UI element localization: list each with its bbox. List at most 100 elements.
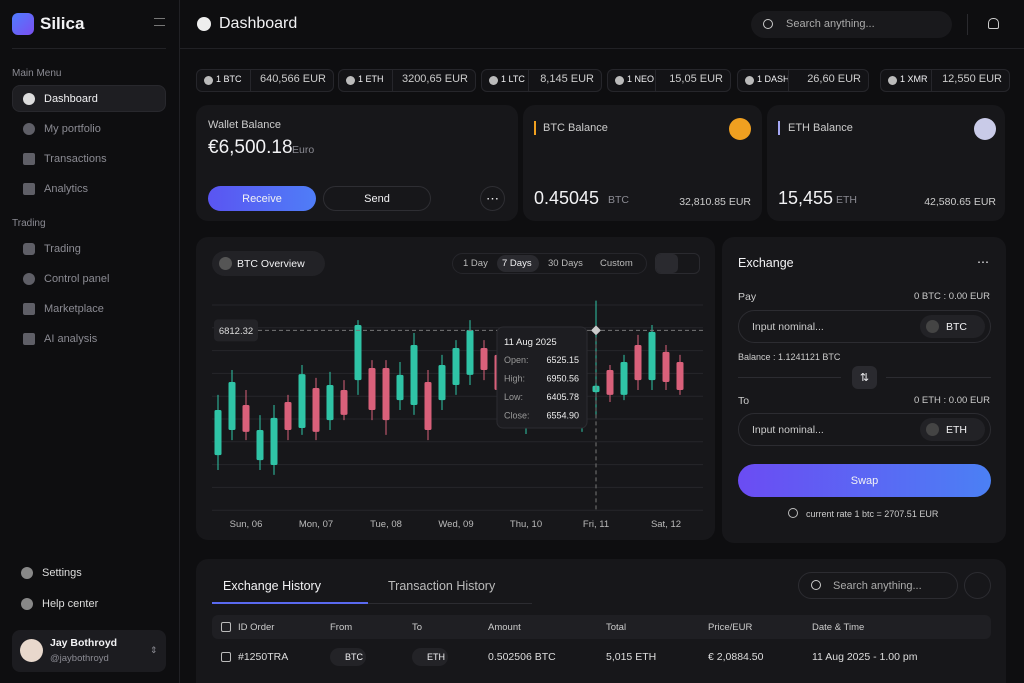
candle-body bbox=[284, 402, 292, 430]
tab[interactable]: Transaction History bbox=[388, 579, 496, 593]
x-tick-label: Sun, 06 bbox=[230, 519, 263, 530]
rate-note: current rate 1 btc = 2707.51 EUR bbox=[806, 509, 939, 519]
page-title: Dashboard bbox=[219, 15, 298, 32]
ticker-price: 12,550 EUR bbox=[942, 73, 1002, 85]
tooltip-value: 6525.15 bbox=[546, 355, 579, 365]
field-label: Pay bbox=[738, 291, 757, 303]
candle-body bbox=[256, 429, 264, 461]
checkbox[interactable] bbox=[221, 622, 231, 632]
more-button[interactable]: ⋯ bbox=[480, 186, 505, 211]
ticker-pill bbox=[737, 69, 869, 92]
coin-icon bbox=[974, 118, 996, 140]
field-balance: 0 BTC : 0.00 EUR bbox=[913, 291, 990, 302]
nav-item[interactable]: Control panel bbox=[44, 273, 110, 285]
divider bbox=[738, 377, 841, 378]
bell[interactable] bbox=[988, 18, 999, 29]
divider bbox=[967, 14, 968, 35]
range-option[interactable]: 30 Days bbox=[548, 258, 583, 269]
swap-direction[interactable]: ⇅ bbox=[852, 366, 877, 389]
field-balance: 0 ETH : 0.00 EUR bbox=[913, 395, 990, 406]
range-option[interactable]: Custom bbox=[600, 258, 633, 269]
exchange-card bbox=[722, 237, 1006, 543]
select-label: BTC Overview bbox=[237, 258, 305, 270]
x-tick-label: Wed, 09 bbox=[438, 519, 473, 530]
coin-icon bbox=[888, 76, 897, 85]
tooltip-label: Close: bbox=[504, 411, 530, 421]
nav-item[interactable]: Dashboard bbox=[44, 93, 98, 105]
tool-group[interactable] bbox=[655, 253, 700, 274]
balance-unit: BTC bbox=[608, 194, 629, 206]
tooltip-bg bbox=[496, 326, 588, 429]
ticker-asset: 1 BTC bbox=[216, 74, 242, 84]
range-option[interactable]: 7 Days bbox=[502, 258, 532, 269]
nav-item[interactable]: Transactions bbox=[44, 153, 107, 165]
candle-body bbox=[214, 409, 222, 456]
user-name: Jay Bothroyd bbox=[50, 637, 118, 649]
nav-item[interactable]: AI analysis bbox=[44, 333, 98, 345]
candle-body bbox=[368, 368, 376, 410]
ticker-pill bbox=[481, 69, 602, 92]
send-button[interactable]: Send bbox=[323, 186, 431, 211]
icon bbox=[21, 567, 33, 579]
nav-item[interactable]: Marketplace bbox=[44, 303, 104, 315]
candle-body bbox=[438, 365, 446, 401]
menu-toggle[interactable] bbox=[154, 18, 165, 26]
candle-body bbox=[354, 325, 362, 381]
balance-amount: 15,455 bbox=[778, 188, 834, 208]
divider bbox=[655, 69, 657, 92]
nav-item[interactable]: Trading bbox=[44, 243, 81, 255]
candle-body bbox=[424, 382, 432, 430]
search-box[interactable] bbox=[751, 11, 952, 38]
ticker-price: 15,05 EUR bbox=[669, 73, 723, 85]
nav-item[interactable]: Settings bbox=[42, 567, 82, 579]
column-header: Price/EUR bbox=[708, 622, 753, 633]
icon bbox=[23, 333, 35, 345]
search-placeholder: Search anything... bbox=[786, 18, 875, 30]
coin-label: BTC bbox=[946, 321, 967, 333]
coin-icon bbox=[219, 257, 232, 270]
balance-unit: ETH bbox=[836, 194, 857, 206]
range-group bbox=[452, 253, 647, 274]
crosshair-label: 6812.32 bbox=[219, 326, 253, 337]
balance-amount: 0.45045 bbox=[534, 188, 600, 208]
coin-icon bbox=[489, 76, 498, 85]
receive-button[interactable]: Receive bbox=[208, 186, 316, 211]
column-header: To bbox=[412, 622, 423, 633]
table-cell: € 2,0884.50 bbox=[708, 651, 764, 663]
nav-item[interactable]: My portfolio bbox=[44, 123, 101, 135]
table-header bbox=[212, 615, 991, 639]
nav-item[interactable]: Analytics bbox=[44, 183, 89, 195]
divider bbox=[249, 69, 251, 92]
icon bbox=[197, 17, 211, 31]
filter-button[interactable] bbox=[964, 572, 991, 599]
tool-active bbox=[656, 254, 678, 273]
wallet-amount: €6,500.18 bbox=[208, 137, 293, 158]
range-active bbox=[497, 255, 539, 272]
checkbox[interactable] bbox=[221, 652, 231, 662]
brand: Silica bbox=[40, 14, 85, 33]
column-header: From bbox=[330, 622, 353, 633]
table-cell: 0.502506 BTC bbox=[488, 651, 556, 663]
eth-card bbox=[767, 105, 1005, 221]
nav-item[interactable]: Help center bbox=[42, 598, 99, 610]
tab-active[interactable]: Exchange History bbox=[223, 579, 321, 593]
swap-button[interactable]: Swap bbox=[738, 464, 991, 497]
search-box[interactable] bbox=[798, 572, 958, 599]
coin-icon bbox=[204, 76, 213, 85]
more-button[interactable]: ⋯ bbox=[977, 255, 989, 269]
ticker-price: 3200,65 EUR bbox=[401, 73, 468, 85]
tooltip-value: 6554.90 bbox=[546, 411, 579, 421]
pay-input[interactable] bbox=[738, 310, 991, 343]
to-input[interactable] bbox=[738, 413, 991, 446]
candle-body bbox=[676, 362, 684, 390]
range-option[interactable]: 1 Day bbox=[463, 258, 488, 269]
accent bbox=[778, 121, 780, 135]
column-header: ID Order bbox=[238, 622, 275, 633]
divider bbox=[528, 69, 530, 92]
x-tick-label: Tue, 08 bbox=[370, 519, 402, 530]
user-handle: @jaybothroyd bbox=[50, 653, 109, 664]
ticker-pill bbox=[880, 69, 1010, 92]
icon bbox=[23, 153, 35, 165]
